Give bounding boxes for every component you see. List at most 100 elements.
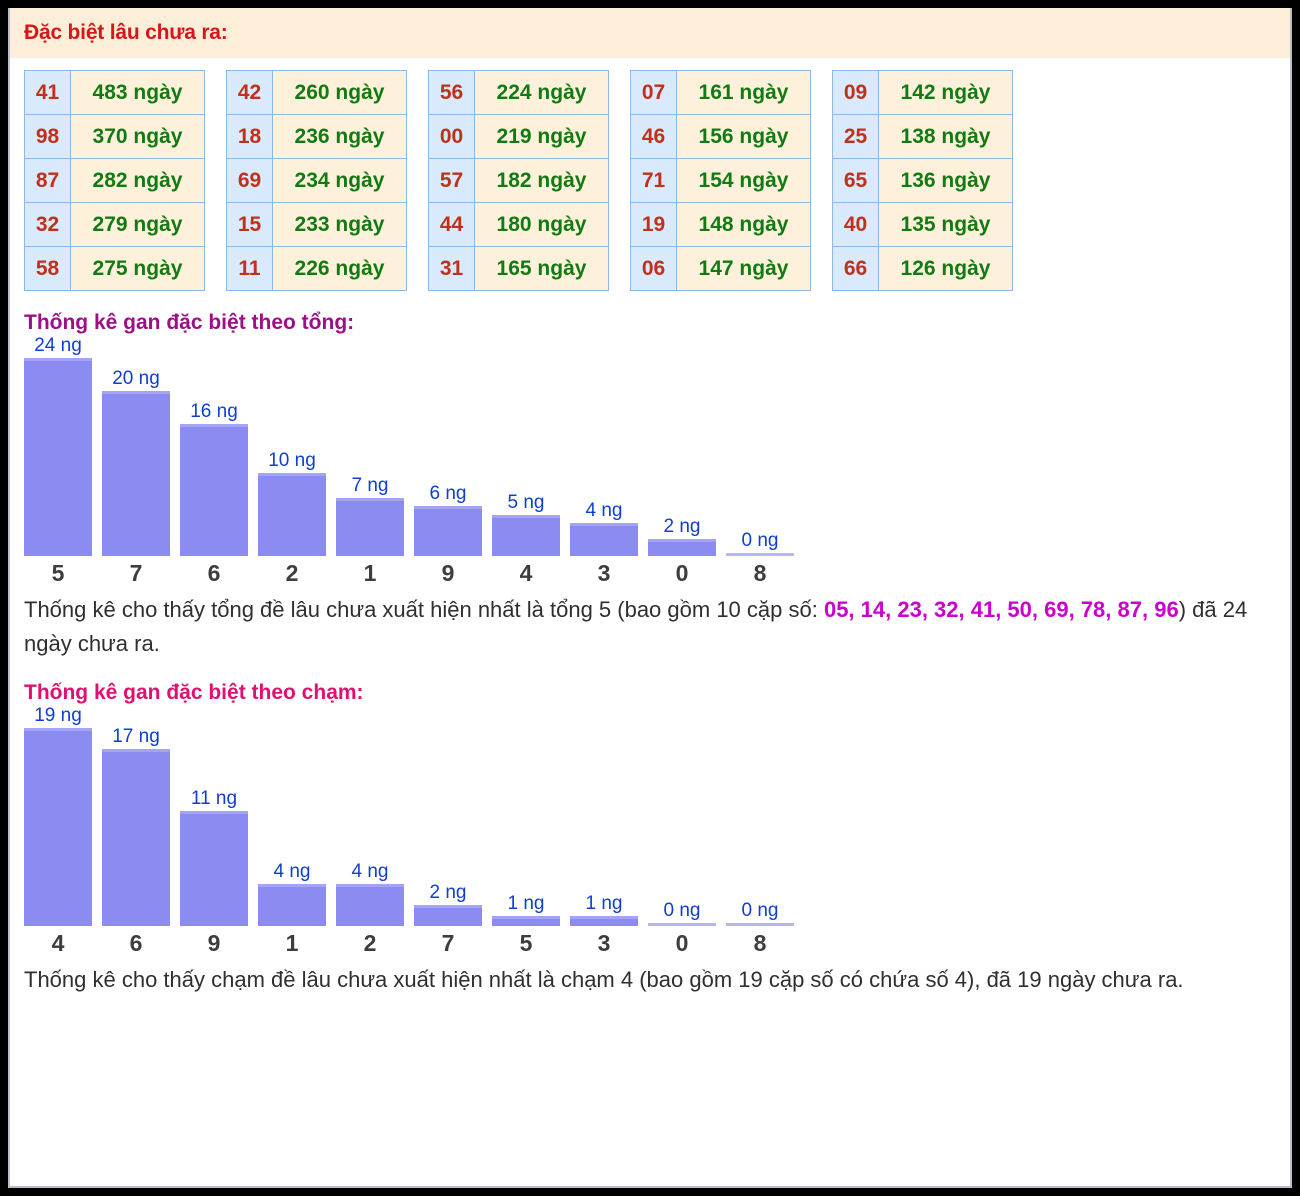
table-row: 31 165 ngày bbox=[428, 246, 609, 291]
bar-column: 7 ng bbox=[336, 475, 404, 556]
bar-category-label: 9 bbox=[207, 930, 221, 956]
bar-category-label: 5 bbox=[519, 930, 533, 956]
gan-number-cell: 71 bbox=[630, 158, 677, 203]
bar-column: 1 ng bbox=[492, 893, 560, 926]
gan-days-cell: 126 ngày bbox=[878, 246, 1013, 291]
bar-rect bbox=[102, 391, 170, 556]
gan-days-cell: 234 ngày bbox=[272, 158, 407, 203]
bar-rect bbox=[102, 749, 170, 926]
gan-number-cell: 40 bbox=[832, 202, 879, 247]
bar-category-label: 3 bbox=[597, 930, 611, 956]
bar-column: 0 ng bbox=[726, 530, 794, 556]
gan-days-cell: 224 ngày bbox=[474, 70, 609, 115]
gan-number-cell: 00 bbox=[428, 114, 475, 159]
bar-category-label: 8 bbox=[753, 930, 767, 956]
paragraph-tong-numbers: 05, 14, 23, 32, 41, 50, 69, 78, 87, 96 bbox=[823, 597, 1179, 622]
page-title: Đặc biệt lâu chưa ra: bbox=[24, 21, 228, 44]
gan-number-cell: 25 bbox=[832, 114, 879, 159]
bar-category-label: 2 bbox=[363, 930, 377, 956]
bar-rect bbox=[648, 923, 716, 926]
bar-rect bbox=[180, 811, 248, 926]
gan-number-cell: 58 bbox=[24, 246, 71, 291]
gan-days-cell: 138 ngày bbox=[878, 114, 1013, 159]
page-container: Đặc biệt lâu chưa ra: 41 483 ngày 98 370 ng… bbox=[8, 8, 1292, 1188]
bar-category-label: 2 bbox=[285, 560, 299, 586]
bar-value-label: 0 ng bbox=[663, 900, 701, 921]
gan-number-cell: 19 bbox=[630, 202, 677, 247]
bar-value-label: 7 ng bbox=[351, 475, 389, 496]
bar-value-label: 5 ng bbox=[507, 492, 545, 513]
table-row: 18 236 ngày bbox=[226, 114, 407, 159]
gan-number-cell: 42 bbox=[226, 70, 273, 115]
gan-days-cell: 142 ngày bbox=[878, 70, 1013, 115]
bar-category-label: 0 bbox=[675, 930, 689, 956]
bar-value-label: 20 ng bbox=[112, 368, 160, 389]
bar-category-label: 4 bbox=[51, 930, 65, 956]
bar-category-label: 4 bbox=[519, 560, 533, 586]
gan-days-cell: 279 ngày bbox=[70, 202, 205, 247]
bar-category-label: 1 bbox=[285, 930, 299, 956]
gan-days-cell: 154 ngày bbox=[676, 158, 811, 203]
bar-column: 24 ng bbox=[24, 335, 92, 556]
paragraph-tong-post: ) đã 24 ngày chưa ra. bbox=[24, 597, 1248, 656]
bar-value-label: 24 ng bbox=[34, 335, 82, 356]
gan-days-cell: 483 ngày bbox=[70, 70, 205, 115]
bar-value-label: 4 ng bbox=[585, 500, 623, 521]
bar-rect bbox=[258, 473, 326, 556]
gan-table-1: 42 260 ngày 18 236 ngày 69 234 ngày 15 233 ngày… bbox=[226, 70, 407, 291]
gan-number-cell: 65 bbox=[832, 158, 879, 203]
bar-rect bbox=[414, 905, 482, 926]
bar-rect bbox=[336, 884, 404, 926]
bar-rect bbox=[648, 539, 716, 556]
table-row: 46 156 ngày bbox=[630, 114, 811, 159]
section-title-cham: Thống kê gan đặc biệt theo chạm: bbox=[24, 681, 364, 704]
gan-table-group: 41 483 ngày 98 370 ngày 87 282 ngày 32 279 ngày… bbox=[10, 58, 1290, 291]
bar-column: 20 ng bbox=[102, 368, 170, 556]
gan-days-cell: 147 ngày bbox=[676, 246, 811, 291]
table-row: 32 279 ngày bbox=[24, 202, 205, 247]
gan-days-cell: 136 ngày bbox=[878, 158, 1013, 203]
gan-days-cell: 282 ngày bbox=[70, 158, 205, 203]
bar-value-label: 10 ng bbox=[268, 450, 316, 471]
bar-column: 10 ng bbox=[258, 450, 326, 556]
table-row: 44 180 ngày bbox=[428, 202, 609, 247]
bar-rect bbox=[24, 728, 92, 926]
table-row: 58 275 ngày bbox=[24, 246, 205, 291]
bar-category-label: 7 bbox=[129, 560, 143, 586]
bar-rect bbox=[180, 424, 248, 556]
gan-number-cell: 98 bbox=[24, 114, 71, 159]
table-row: 57 182 ngày bbox=[428, 158, 609, 203]
bar-value-label: 2 ng bbox=[663, 516, 701, 537]
header-bar: Đặc biệt lâu chưa ra: bbox=[10, 8, 1290, 58]
bar-category-label: 9 bbox=[441, 560, 455, 586]
chart-cham-bars: 19 ng 17 ng 11 ng 4 ng 4 ng 2 ng 1 ng 1 ng 0 ng 0… bbox=[24, 705, 794, 926]
bar-value-label: 19 ng bbox=[34, 705, 82, 726]
table-row: 07 161 ngày bbox=[630, 70, 811, 115]
bar-column: 1 ng bbox=[570, 893, 638, 926]
gan-days-cell: 135 ngày bbox=[878, 202, 1013, 247]
chart-tong-bars: 24 ng 20 ng 16 ng 10 ng 7 ng 6 ng 5 ng 4 ng 2 ng… bbox=[24, 335, 794, 556]
bar-rect bbox=[570, 916, 638, 926]
bar-value-label: 1 ng bbox=[585, 893, 623, 914]
gan-days-cell: 275 ngày bbox=[70, 246, 205, 291]
gan-days-cell: 161 ngày bbox=[676, 70, 811, 115]
gan-number-cell: 46 bbox=[630, 114, 677, 159]
table-row: 15 233 ngày bbox=[226, 202, 407, 247]
table-row: 98 370 ngày bbox=[24, 114, 205, 159]
table-row: 42 260 ngày bbox=[226, 70, 407, 115]
bar-category-label: 3 bbox=[597, 560, 611, 586]
bar-value-label: 0 ng bbox=[741, 900, 779, 921]
gan-number-cell: 32 bbox=[24, 202, 71, 247]
bar-column: 4 ng bbox=[570, 500, 638, 556]
table-row: 87 282 ngày bbox=[24, 158, 205, 203]
bar-value-label: 4 ng bbox=[273, 861, 311, 882]
section-title-tong: Thống kê gan đặc biệt theo tổng: bbox=[24, 311, 355, 334]
bar-category-label: 7 bbox=[441, 930, 455, 956]
bar-category-label: 8 bbox=[753, 560, 767, 586]
gan-days-cell: 236 ngày bbox=[272, 114, 407, 159]
gan-number-cell: 18 bbox=[226, 114, 273, 159]
gan-number-cell: 69 bbox=[226, 158, 273, 203]
table-row: 19 148 ngày bbox=[630, 202, 811, 247]
table-row: 09 142 ngày bbox=[832, 70, 1013, 115]
